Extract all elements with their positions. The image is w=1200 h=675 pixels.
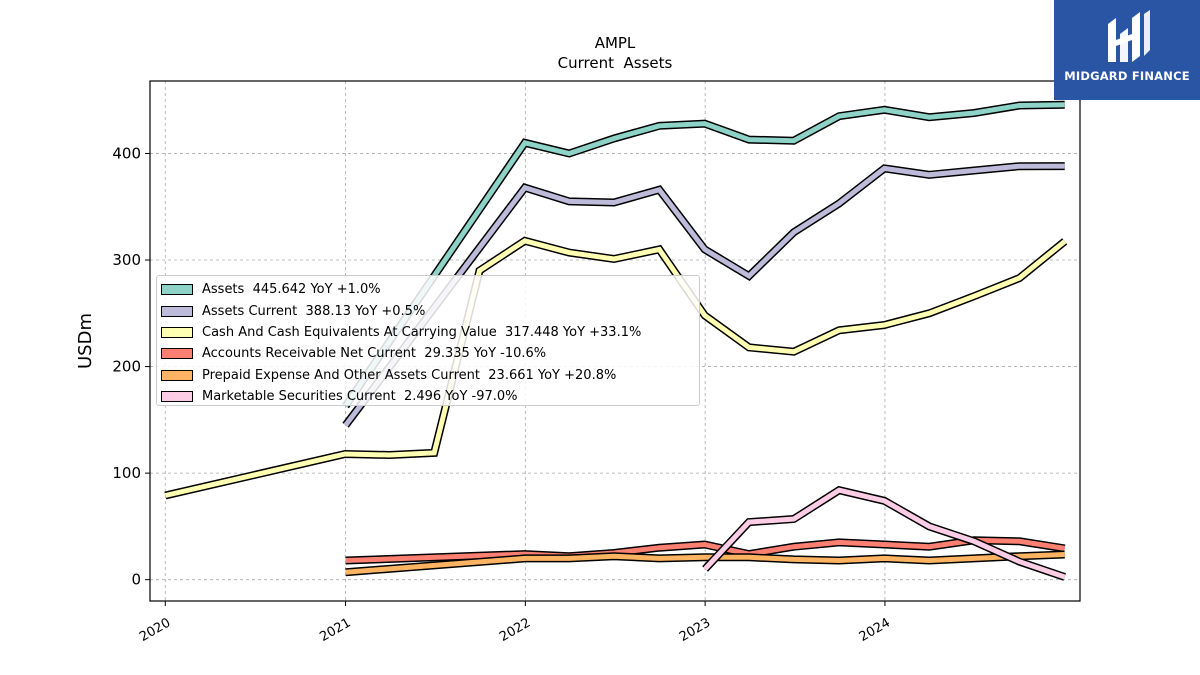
y-tick-label: 0	[131, 571, 141, 589]
legend-label: Prepaid Expense And Other Assets Current…	[202, 367, 617, 383]
legend-swatch	[161, 391, 193, 403]
legend-swatch	[161, 369, 193, 381]
series-line	[343, 102, 1065, 408]
series-prepaid-expense-and-other-assets-current	[345, 550, 1065, 577]
legend-item: Cash And Cash Equivalents At Carrying Va…	[157, 322, 699, 343]
legend-label: Assets Current 388.13 YoY +0.5%	[202, 303, 426, 319]
plot-frame	[149, 80, 1081, 602]
y-axis: 0 100 200 300 400	[112, 144, 150, 589]
legend-item: Assets Current 388.13 YoY +0.5%	[157, 300, 699, 321]
y-tick-label: 100	[112, 464, 141, 482]
y-tick-label: 300	[112, 251, 141, 269]
legend-item: Prepaid Expense And Other Assets Current…	[157, 365, 699, 386]
x-tick-label: 2020	[137, 615, 173, 645]
y-tick-label: 200	[112, 358, 141, 376]
legend-swatch	[161, 305, 193, 317]
legend: Assets 445.642 YoY +1.0% Assets Current 3…	[156, 275, 700, 406]
legend-label: Cash And Cash Equivalents At Carrying Va…	[202, 324, 642, 340]
chart-title: AMPL	[595, 34, 636, 52]
logo-text: MIDGARD FINANCE	[1064, 69, 1190, 83]
legend-swatch	[161, 284, 193, 296]
legend-swatch	[161, 348, 193, 360]
legend-item: Marketable Securities Current 2.496 YoY …	[157, 386, 699, 407]
legend-label: Assets 445.642 YoY +1.0%	[202, 282, 381, 298]
series-line	[703, 487, 1066, 580]
legend-label: Accounts Receivable Net Current 29.335 Y…	[202, 346, 547, 362]
y-axis-label: USDm	[75, 313, 96, 369]
legend-item: Assets 445.642 YoY +1.0%	[157, 279, 699, 300]
midgard-monogram-icon	[1108, 10, 1150, 62]
series-assets	[342, 100, 1065, 409]
series-line	[343, 163, 1065, 427]
legend-label: Marketable Securities Current 2.496 YoY …	[202, 389, 518, 405]
chart-subtitle: Current Assets	[558, 54, 673, 72]
series-assets-current	[342, 162, 1065, 428]
series-line	[345, 552, 1065, 575]
legend-swatch	[161, 326, 193, 338]
logo: MIDGARD FINANCE	[1054, 0, 1200, 100]
x-tick-label: 2024	[857, 615, 893, 645]
x-axis: 2020 2021 2022 2023 2024	[137, 601, 893, 645]
series-marketable-securities-current	[702, 485, 1066, 581]
x-tick-label: 2022	[497, 615, 533, 645]
legend-item: Accounts Receivable Net Current 29.335 Y…	[157, 343, 699, 364]
y-tick-label: 400	[112, 144, 141, 162]
x-tick-label: 2023	[677, 615, 713, 645]
x-tick-label: 2021	[317, 615, 353, 645]
